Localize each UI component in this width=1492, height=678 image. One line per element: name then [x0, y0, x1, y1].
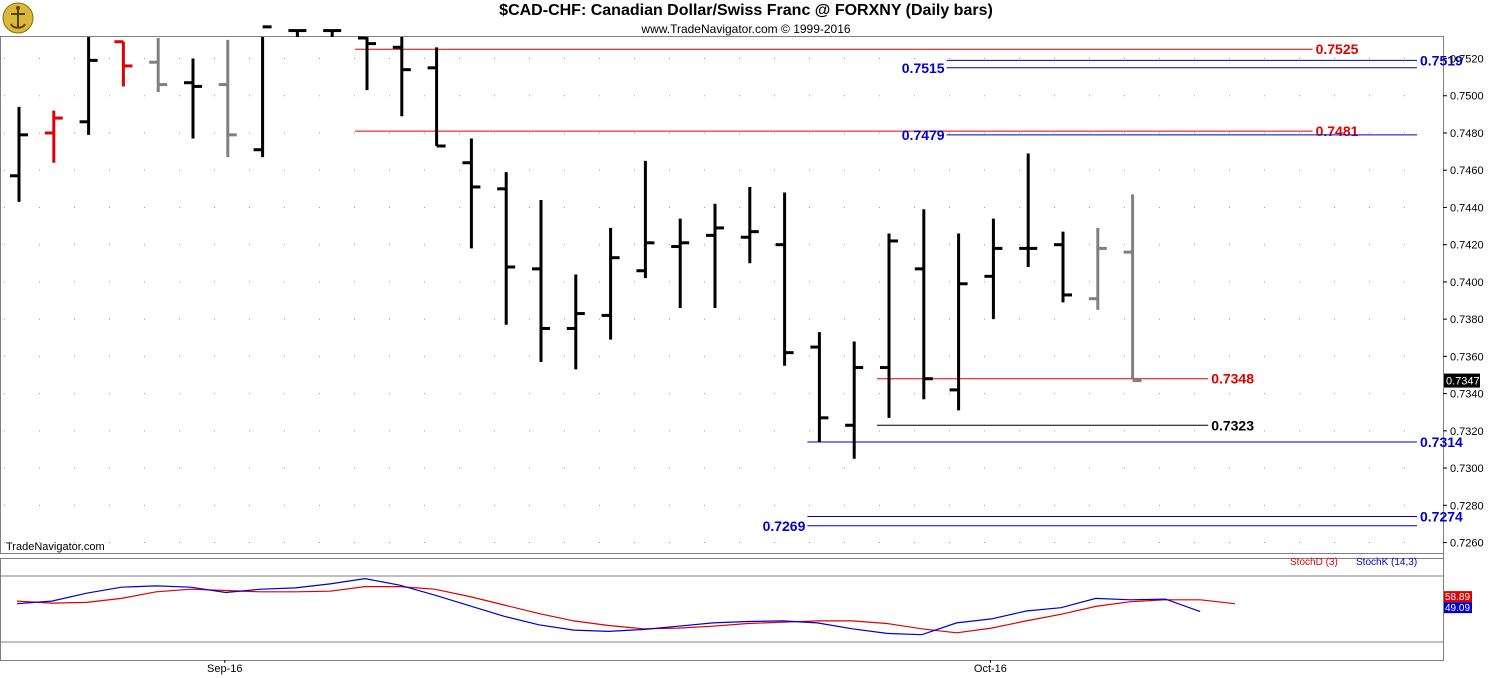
price-y-axis: 0.7520 0.7500 0.7480 0.7460 0.7440 0.7420 0.74…: [1443, 54, 1484, 550]
level-label: 0.7323: [1211, 417, 1254, 433]
level-label: 0.7274: [1420, 508, 1463, 524]
level-label: 0.7525: [1316, 41, 1359, 57]
price-levels: 0.7525 0.7519 0.7515 0.7481 0.7479 0.7348 0.73…: [355, 41, 1463, 534]
price-panel-border: [0, 36, 1444, 554]
level-label: 0.7314: [1420, 434, 1463, 450]
stoch-k-line: [16, 577, 1201, 636]
x-tick-label: Oct-16: [974, 663, 1007, 675]
y-tick-label: 0.7300: [1450, 463, 1484, 475]
y-tick-label: 0.7260: [1450, 538, 1484, 550]
y-tick-label: 0.7520: [1450, 54, 1484, 66]
stochastic-panel-border: [0, 558, 1444, 661]
y-tick-label: 0.7400: [1450, 277, 1484, 289]
level-label: 0.7519: [1420, 52, 1463, 68]
level-label: 0.7479: [902, 127, 945, 143]
y-tick-label: 0.7500: [1450, 91, 1484, 103]
stoch-d-legend: StochD (3): [1290, 557, 1338, 568]
chart-frame: [0, 36, 1444, 661]
price-bars: [10, 25, 1142, 459]
y-tick-label: 0.7340: [1450, 389, 1484, 401]
level-label: 0.7269: [763, 518, 806, 534]
y-tick-label: 0.7480: [1450, 128, 1484, 140]
x-tick-label: Sep-16: [207, 663, 242, 675]
chart-title: $CAD-CHF: Canadian Dollar/Swiss Franc @ …: [499, 2, 993, 19]
stoch-k-legend: StochK (14,3): [1356, 557, 1417, 568]
y-tick-label: 0.7360: [1450, 351, 1484, 363]
trade-navigator-logo-icon: [2, 2, 34, 34]
watermark: TradeNavigator.com: [6, 541, 105, 553]
last-price-label: 0.7347: [1446, 376, 1480, 388]
y-tick-label: 0.7280: [1450, 500, 1484, 512]
y-tick-label: 0.7320: [1450, 426, 1484, 438]
chart-subtitle: www.TradeNavigator.com © 1999-2016: [641, 22, 851, 36]
stoch-d-badge: [1444, 591, 1472, 603]
level-label: 0.7515: [902, 60, 945, 76]
y-tick-label: 0.7460: [1450, 165, 1484, 177]
stoch-k-value: 49.09: [1445, 603, 1470, 614]
y-tick-label: 0.7380: [1450, 314, 1484, 326]
last-price-badge: [1444, 373, 1480, 388]
stoch-d-value: 58.89: [1445, 592, 1470, 603]
y-tick-label: 0.7420: [1450, 240, 1484, 252]
stoch-k-badge: [1444, 602, 1472, 614]
level-label: 0.7348: [1211, 371, 1254, 387]
stoch-d-line: [16, 585, 1236, 634]
date-x-axis: Sep-16 Oct-16: [207, 660, 1007, 675]
level-label: 0.7481: [1316, 123, 1359, 139]
y-tick-label: 0.7440: [1450, 202, 1484, 214]
